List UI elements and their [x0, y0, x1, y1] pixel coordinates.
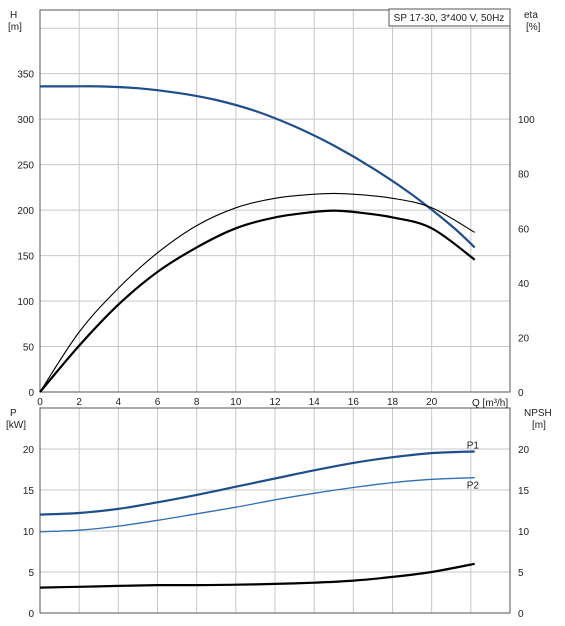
right-y-tick-label: 40	[518, 279, 530, 290]
left-y-tick-label: 0	[28, 609, 34, 620]
bottom-right-axis-label: NPSH	[524, 408, 552, 419]
right-y-tick-label: 0	[518, 609, 524, 620]
right-y-tick-label: 80	[518, 170, 530, 181]
top-plot-grid	[40, 10, 510, 392]
top-series-group	[39, 85, 476, 393]
efficiency-curve-thin	[39, 192, 475, 393]
bottom-left-axis-unit: [kW]	[6, 420, 26, 431]
left-y-tick-label: 5	[28, 568, 34, 579]
right-y-tick-label: 100	[518, 115, 535, 126]
left-y-tick-label: 200	[17, 206, 34, 217]
series-label-p2: P2	[467, 481, 480, 492]
chart-title: SP 17-30, 3*400 V, 50Hz	[394, 13, 505, 24]
right-y-tick-label: 15	[518, 486, 530, 497]
x-tick-label: 18	[387, 397, 399, 408]
right-y-tick-label: 20	[518, 445, 530, 456]
top-tick-labels: 0 2 4 6 8 10 12 14 16 18 2005010015020025030035002…	[17, 70, 535, 408]
bottom-right-axis-unit: [m]	[532, 420, 546, 431]
head-curve	[39, 85, 476, 249]
x-axis-label: Q [m³/h]	[472, 398, 508, 409]
top-right-axis-unit: [%]	[526, 22, 541, 33]
efficiency-curve-thick	[39, 209, 476, 393]
x-tick-label: 4	[116, 397, 122, 408]
left-y-tick-label: 10	[23, 527, 35, 538]
bottom-series-group: P1 P2	[39, 440, 480, 589]
power-p1-curve	[39, 450, 475, 516]
x-tick-label: 14	[309, 397, 321, 408]
right-y-tick-label: 20	[518, 333, 530, 344]
top-right-axis-label: eta	[524, 10, 538, 21]
bottom-left-axis-label: P	[10, 408, 17, 419]
x-tick-label: 0	[37, 397, 43, 408]
right-y-tick-label: 0	[518, 388, 524, 399]
npsh-curve	[39, 562, 475, 589]
right-y-tick-label: 10	[518, 527, 530, 538]
top-plot-frame	[39, 9, 511, 393]
bottom-tick-labels: 0 5 10 15 20 0 5 10 15 20	[23, 445, 530, 620]
x-tick-label: 8	[194, 397, 200, 408]
x-tick-label: 20	[426, 397, 438, 408]
bottom-plot-grid	[40, 408, 510, 613]
left-y-tick-label: 20	[23, 445, 35, 456]
left-y-tick-label: 50	[23, 343, 35, 354]
top-left-axis-label: H	[10, 10, 17, 21]
title-box	[388, 8, 511, 27]
left-y-tick-label: 100	[17, 297, 34, 308]
left-y-tick-label: 250	[17, 161, 34, 172]
x-tick-label: 12	[269, 397, 281, 408]
power-p2-curve	[39, 477, 475, 533]
x-tick-label: 10	[230, 397, 242, 408]
left-y-tick-label: 15	[23, 486, 35, 497]
right-y-tick-label: 60	[518, 224, 530, 235]
left-y-tick-label: 350	[17, 70, 34, 81]
bottom-plot-frame	[39, 407, 511, 614]
top-left-axis-unit: [m]	[8, 22, 22, 33]
x-tick-label: 16	[348, 397, 360, 408]
left-y-tick-label: 300	[17, 115, 34, 126]
left-y-tick-label: 0	[28, 388, 34, 399]
left-y-tick-label: 150	[17, 252, 34, 263]
right-y-tick-label: 5	[518, 568, 524, 579]
x-tick-label: 2	[76, 397, 82, 408]
x-tick-label: 6	[155, 397, 161, 408]
series-label-p1: P1	[467, 440, 480, 451]
